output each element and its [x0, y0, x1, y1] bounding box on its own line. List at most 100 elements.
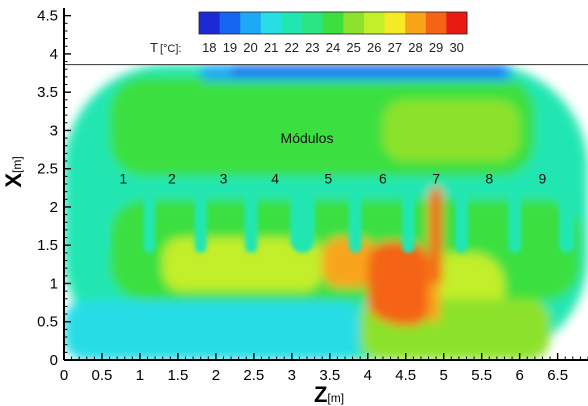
colorbar-tick-label: 23 — [305, 40, 319, 55]
colorbar-tick-label: 30 — [449, 40, 463, 55]
temperature-region — [185, 245, 216, 284]
colorbar-swatch — [363, 12, 386, 34]
module-label: 7 — [432, 171, 440, 187]
temperature-region — [231, 66, 505, 76]
colorbar-swatch — [199, 12, 221, 34]
modules-annotation: Módulos — [281, 130, 334, 146]
colorbar-swatch — [446, 12, 468, 34]
colorbar-swatch — [322, 12, 344, 34]
colorbar-tick-label: 24 — [326, 40, 340, 55]
colorbar-tick-label: 19 — [223, 40, 237, 55]
module-column — [290, 187, 315, 253]
y-axis-label: X — [1, 173, 26, 188]
x-tick-label: 5.5 — [471, 367, 492, 384]
colorbar-tick-label: 20 — [243, 40, 257, 55]
x-tick-label: 2.5 — [243, 367, 264, 384]
plot-area — [64, 64, 588, 360]
temperature-region — [382, 99, 520, 162]
y-tick-label: 0 — [50, 352, 58, 369]
module-column — [508, 187, 522, 253]
colorbar: T [°C]: 18 19 20 21 22 23 24 25 26 27 28 29 30 — [150, 11, 468, 55]
colorbar-tick-label: 26 — [367, 40, 381, 55]
module-column — [244, 191, 258, 253]
x-tick-label: 0.5 — [92, 367, 113, 384]
y-tick-label: 0.5 — [37, 314, 58, 331]
colorbar-tick-label: 27 — [388, 40, 402, 55]
colorbar-tick-labels: 18 19 20 21 22 23 24 25 26 27 28 29 30 — [202, 40, 464, 55]
x-axis-ticks: 0 0.5 1 1.5 2 2.5 3 3.5 4 4.5 5 5.5 6 6.5 — [60, 353, 588, 384]
x-tick-label: 1 — [136, 367, 144, 384]
module-column — [559, 191, 575, 253]
colorbar-swatch — [302, 12, 324, 34]
colorbar-tick-label: 25 — [346, 40, 360, 55]
colorbar-tick-label: 21 — [264, 40, 278, 55]
colorbar-tick-label: 18 — [202, 40, 216, 55]
x-tick-label: 1.5 — [167, 367, 188, 384]
x-tick-label: 5 — [440, 367, 448, 384]
colorbar-swatch — [281, 12, 303, 34]
module-label: 5 — [324, 171, 332, 187]
temperature-region — [261, 245, 285, 284]
module-column — [455, 191, 469, 253]
axes: 0 0.5 1 1.5 2 2.5 3 3.5 4 4.5 5 5.5 6 6.5 0 0.5 1 1.5 2 2.… — [37, 8, 588, 384]
y-tick-label: 1.5 — [37, 237, 58, 254]
temperature-field — [64, 64, 588, 360]
module-column — [348, 191, 362, 253]
module-label: 3 — [220, 171, 228, 187]
temperature-region — [382, 268, 429, 326]
colorbar-swatch — [240, 12, 262, 34]
module-label: 2 — [168, 171, 176, 187]
colorbar-swatch — [343, 12, 365, 34]
module-column — [401, 187, 415, 253]
x-tick-label: 2 — [212, 367, 220, 384]
x-axis-title: Z[m] — [314, 382, 344, 406]
colorbar-swatch — [219, 12, 241, 34]
colorbar-swatch — [384, 12, 406, 34]
y-tick-label: 2.5 — [37, 161, 58, 178]
y-axis-unit: [m] — [10, 156, 24, 173]
x-tick-label: 0 — [60, 367, 68, 384]
colorbar-swatch — [260, 12, 282, 34]
colorbar-tick-label: 29 — [429, 40, 443, 55]
colorbar-swatch — [425, 12, 447, 34]
module-label: 6 — [379, 171, 387, 187]
y-tick-label: 3.5 — [37, 84, 58, 101]
module-label: 4 — [271, 171, 279, 187]
y-tick-label: 2 — [50, 199, 58, 216]
x-tick-label: 6 — [515, 367, 523, 384]
colorbar-tick-label: 28 — [408, 40, 422, 55]
x-tick-label: 6.5 — [547, 367, 568, 384]
x-axis-label: Z — [314, 382, 327, 406]
module-columns — [92, 187, 575, 253]
y-tick-label: 4.5 — [37, 8, 58, 25]
module-column — [194, 187, 207, 253]
y-axis-ticks: 0 0.5 1 1.5 2 2.5 3 3.5 4 4.5 — [37, 8, 71, 369]
x-axis-unit: [m] — [327, 391, 344, 405]
module-label: 1 — [119, 171, 127, 187]
x-tick-label: 4.5 — [395, 367, 416, 384]
colorbar-frame — [198, 11, 468, 35]
temperature-region — [64, 300, 361, 360]
colorbar-unit: [°C]: — [160, 43, 182, 55]
x-tick-label: 4 — [364, 367, 372, 384]
module-column — [92, 187, 109, 253]
colorbar-swatches — [198, 11, 468, 35]
y-axis-title: X[m] — [1, 156, 26, 187]
module-column — [143, 191, 156, 253]
module-label: 8 — [485, 171, 493, 187]
x-tick-label: 3 — [288, 367, 296, 384]
annotations: Módulos 1 2 3 4 5 6 7 8 9 — [119, 130, 546, 187]
y-tick-label: 1 — [50, 275, 58, 292]
colorbar-tick-label: 22 — [285, 40, 299, 55]
y-tick-label: 3 — [50, 122, 58, 139]
colorbar-label: T — [150, 40, 158, 55]
temperature-region — [430, 187, 443, 284]
y-axis-title-text: X[m] — [1, 156, 26, 187]
x-tick-label: 3.5 — [319, 367, 340, 384]
temperature-region — [322, 237, 376, 288]
module-labels: 1 2 3 4 5 6 7 8 9 — [119, 171, 546, 187]
colorbar-swatch — [405, 12, 427, 34]
y-tick-label: 4 — [50, 46, 58, 63]
colorbar-title: T [°C]: — [150, 40, 181, 55]
